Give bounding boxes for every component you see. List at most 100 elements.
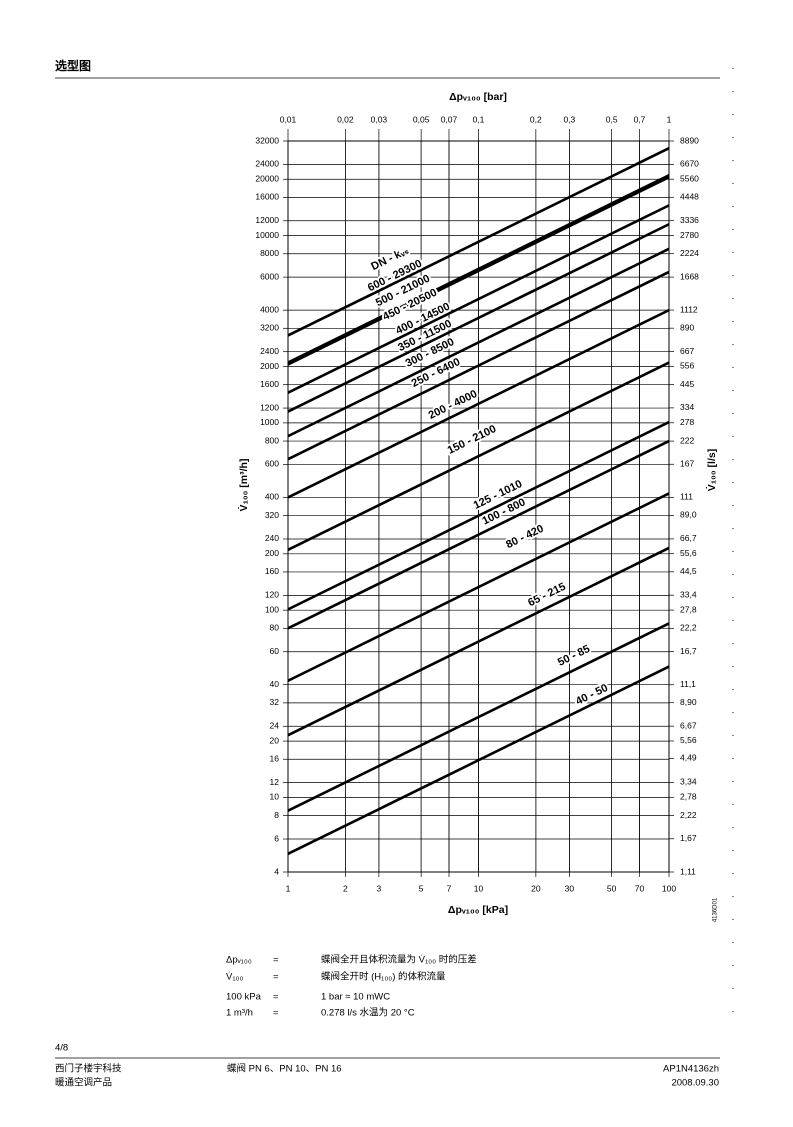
y2-tick-label: 4,49 (680, 753, 697, 763)
y-tick-label: 200 (265, 548, 279, 558)
notes: Δpᵥ₁₀₀ = 蝶阀全开且体积流量为 V̇₁₀₀ 时的压差 V̇₁₀₀ = 蝶阀全开时 … (226, 954, 477, 1019)
y2-tick-label: 167 (680, 459, 694, 469)
plot: 4681012162024324060801001201602002403204… (255, 114, 699, 893)
x2-tick-label: 0,1 (473, 114, 485, 124)
y-tick-label: 10000 (255, 230, 279, 240)
y2-tick-label: 278 (680, 417, 694, 427)
note-equals: = (273, 955, 279, 966)
y2-tick-label: 334 (680, 402, 694, 412)
y-tick-label: 6 (274, 833, 279, 843)
y-tick-label: 20000 (255, 173, 279, 183)
y2-tick-label: 4448 (680, 192, 699, 202)
series-line (287, 420, 670, 611)
x-tick-label: 7 (447, 883, 452, 893)
series-line (287, 204, 670, 394)
x2-tick-label: 0,7 (634, 114, 646, 124)
series-line (287, 223, 670, 413)
footer-company: 西门子楼宇科技 (55, 1063, 122, 1075)
y2-tick-label: 1,67 (680, 833, 697, 843)
x2-tick-label: 0,3 (563, 114, 575, 124)
y2-tick-label: 16,7 (680, 646, 697, 656)
x-tick-label: 2 (343, 883, 348, 893)
y-tick-label: 6000 (260, 271, 279, 281)
y2-tick-label: 667 (680, 346, 694, 356)
note-text: 蝶阀全开时 (H₁₀₀) 的体积流量 (321, 971, 446, 983)
y2-tick-label: 3,34 (680, 777, 697, 787)
y-tick-label: 100 (265, 604, 279, 614)
y-tick-label: 2400 (260, 346, 279, 356)
y-tick-label: 60 (270, 646, 280, 656)
y-tick-label: 32000 (255, 135, 279, 145)
y-tick-label: 2000 (260, 361, 279, 371)
series-line (287, 622, 670, 812)
x2-tick-label: 0,05 (413, 114, 430, 124)
x2-tick-label: 0,2 (530, 114, 542, 124)
y-tick-label: 16000 (255, 192, 279, 202)
y-tick-label: 10 (270, 792, 280, 802)
x-tick-label: 5 (419, 883, 424, 893)
y-tick-label: 4 (274, 866, 279, 876)
y-tick-label: 400 (265, 492, 279, 502)
series-line (287, 270, 670, 461)
y-tick-label: 12000 (255, 215, 279, 225)
note-equals: = (273, 1008, 279, 1019)
note-equals: = (273, 992, 279, 1003)
y2-tick-label: 1668 (680, 271, 699, 281)
page-title: 选型图 (55, 58, 91, 73)
x-tick-label: 70 (635, 883, 645, 893)
y-tick-label: 12 (270, 777, 280, 787)
y2-tick-label: 6670 (680, 159, 699, 169)
note-symbol: Δpᵥ₁₀₀ (226, 955, 252, 966)
note-symbol: 100 kPa (226, 992, 262, 1003)
series-line (287, 439, 670, 630)
plot-frame (287, 140, 670, 873)
y-tick-label: 160 (265, 566, 279, 576)
x2-tick-label: 0,02 (337, 114, 354, 124)
y2-tick-label: 2224 (680, 248, 699, 258)
page-number: 4/8 (55, 1043, 68, 1054)
y2-tick-label: 890 (680, 322, 694, 332)
x-tick-label: 50 (607, 883, 617, 893)
y-tick-label: 1600 (260, 379, 279, 389)
y-tick-label: 16 (270, 753, 280, 763)
y2-tick-label: 11,1 (680, 679, 696, 689)
x-tick-label: 30 (565, 883, 575, 893)
series-line (287, 176, 670, 366)
y-tick-label: 800 (265, 435, 279, 445)
x2-tick-label: 0,5 (606, 114, 618, 124)
series-label: 80 - 420 (504, 523, 546, 551)
series-label: 65 - 215 (526, 581, 568, 609)
y-tick-label: 32 (270, 697, 280, 707)
figure-code: 4136D01 (713, 897, 719, 922)
x-tick-label: 100 (662, 883, 676, 893)
y-tick-label: 24000 (255, 159, 279, 169)
y2-tick-label: 445 (680, 379, 694, 389)
y2-tick-label: 5,56 (680, 735, 697, 745)
left-axis-title: V̇₁₀₀ [m³/h] (237, 459, 249, 512)
x-tick-label: 20 (531, 883, 541, 893)
x2-tick-label: 0,03 (371, 114, 388, 124)
y-tick-label: 120 (265, 590, 279, 600)
top-axis-title: Δpᵥ₁₀₀ [bar] (449, 91, 507, 103)
note-text: 蝶阀全开且体积流量为 V̇₁₀₀ 时的压差 (321, 954, 477, 966)
y-tick-label: 320 (265, 510, 279, 520)
y2-tick-label: 8890 (680, 135, 699, 145)
y2-tick-label: 8,90 (680, 697, 697, 707)
series-line (287, 361, 670, 552)
x2-tick-label: 0,07 (441, 114, 458, 124)
note-text: 1 bar ≈ 10 mWC (321, 992, 390, 1003)
series-line (287, 147, 670, 337)
y-tick-label: 24 (270, 721, 280, 731)
y2-tick-label: 222 (680, 435, 694, 445)
y2-tick-label: 2,22 (680, 810, 697, 820)
y2-tick-label: 5560 (680, 173, 699, 183)
y-tick-label: 240 (265, 533, 279, 543)
y2-tick-label: 2,78 (680, 792, 697, 802)
series-line (287, 174, 670, 364)
series-line (287, 546, 670, 737)
y2-tick-label: 556 (680, 361, 694, 371)
y2-tick-label: 55,6 (680, 548, 697, 558)
footer-date: 2008.09.30 (671, 1078, 719, 1089)
